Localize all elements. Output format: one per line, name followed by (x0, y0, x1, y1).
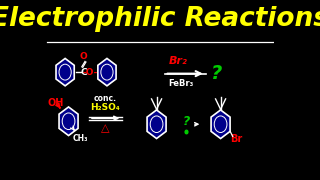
Text: conc.: conc. (94, 94, 116, 103)
Text: OH: OH (47, 98, 63, 108)
Text: Br₂: Br₂ (169, 56, 188, 66)
Text: H₂SO₄: H₂SO₄ (90, 103, 120, 112)
Polygon shape (211, 110, 230, 139)
Text: FeBr₃: FeBr₃ (168, 79, 193, 88)
Text: ?: ? (212, 64, 223, 83)
Text: CH₃: CH₃ (72, 134, 88, 143)
Text: Electrophilic Reactions: Electrophilic Reactions (0, 6, 320, 32)
Text: Br: Br (230, 134, 243, 144)
Polygon shape (59, 107, 78, 136)
Polygon shape (98, 58, 116, 86)
Text: △: △ (101, 123, 109, 133)
Polygon shape (147, 110, 166, 139)
Text: ?: ? (183, 115, 190, 128)
Text: C: C (80, 68, 87, 77)
Text: -O-: -O- (83, 68, 98, 77)
Polygon shape (56, 58, 74, 86)
Text: O: O (80, 52, 87, 61)
